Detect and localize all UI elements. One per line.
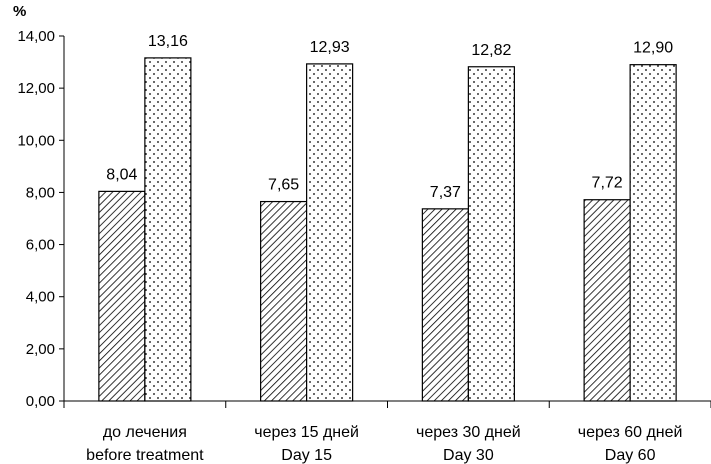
y-axis-unit: %	[13, 3, 26, 20]
data-label: 8,04	[106, 166, 137, 183]
bar	[629, 64, 677, 402]
x-category-label: Day 15	[281, 447, 332, 464]
bar	[583, 199, 631, 402]
data-label: 12,82	[471, 42, 511, 59]
x-category-label: через 30 дней	[416, 424, 521, 441]
y-tick-label: 12,00	[17, 80, 55, 97]
bars	[98, 57, 677, 402]
bar	[467, 66, 515, 402]
y-tick-label: 10,00	[17, 132, 55, 149]
x-category-label: через 15 дней	[254, 424, 359, 441]
y-tick-label: 8,00	[26, 184, 55, 201]
bar	[144, 57, 192, 402]
x-category-label: до лечения	[103, 424, 187, 441]
bar	[421, 208, 469, 402]
y-tick-label: 6,00	[26, 237, 55, 254]
x-category-label: Day 60	[605, 447, 656, 464]
x-category-label: через 60 дней	[578, 424, 683, 441]
bar	[98, 190, 146, 402]
data-label: 7,72	[592, 175, 623, 192]
data-label: 13,16	[148, 33, 188, 50]
data-label: 12,93	[310, 39, 350, 56]
data-label: 7,65	[268, 177, 299, 194]
y-tick-label: 4,00	[26, 289, 55, 306]
data-label: 7,37	[430, 184, 461, 201]
data-label: 12,90	[633, 40, 673, 57]
y-tick-label: 14,00	[17, 28, 55, 45]
bar	[306, 63, 354, 402]
y-tick-label: 0,00	[26, 393, 55, 410]
labels: 0,00 2,00 4,00 6,00 8,00 10,00 12,00 14,00 до ле…	[17, 28, 682, 464]
x-category-label: before treatment	[86, 447, 204, 464]
bar	[260, 200, 308, 402]
y-tick-label: 2,00	[26, 341, 55, 358]
x-category-label: Day 30	[443, 447, 494, 464]
